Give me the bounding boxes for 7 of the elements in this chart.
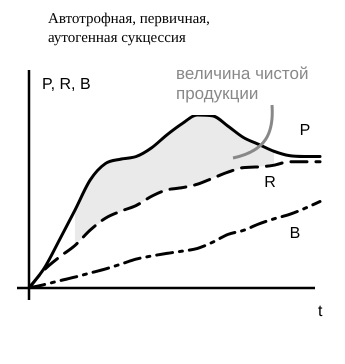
series-label: B	[290, 224, 300, 242]
x-axis-title: t	[318, 303, 322, 321]
chart-title: Автотрофная, первичная, аутогенная сукцессия	[48, 10, 211, 48]
series-label: P	[300, 122, 310, 139]
text: величина чистой продукции	[176, 64, 310, 104]
y-axis-title: P, R, B	[42, 76, 91, 94]
series-label: R	[264, 174, 276, 192]
